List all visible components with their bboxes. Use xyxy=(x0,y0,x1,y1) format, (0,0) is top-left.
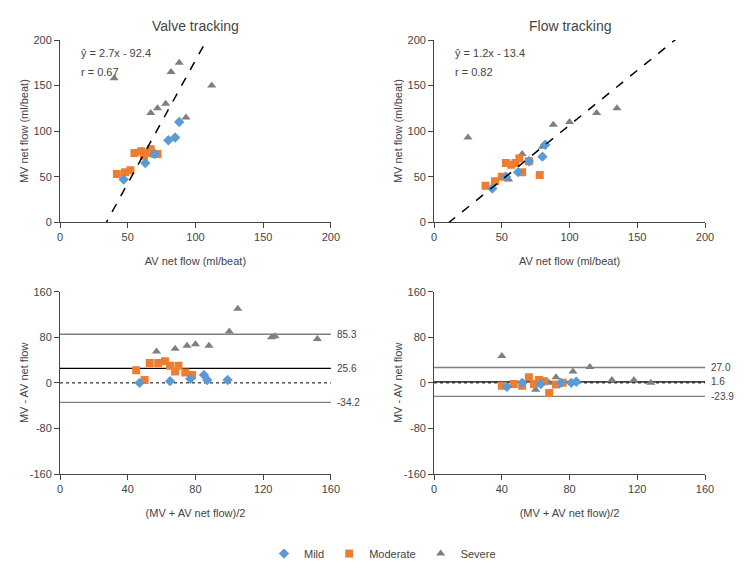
svg-text:0: 0 xyxy=(420,377,426,389)
svg-text:40: 40 xyxy=(496,483,508,495)
svg-text:0: 0 xyxy=(46,216,52,228)
svg-text:Moderate: Moderate xyxy=(369,548,415,560)
svg-text:-80: -80 xyxy=(36,422,52,434)
svg-text:0: 0 xyxy=(431,231,437,243)
svg-text:MV - AV net flow: MV - AV net flow xyxy=(392,343,404,424)
svg-text:150: 150 xyxy=(33,79,51,91)
svg-text:MV net flow (ml/beat): MV net flow (ml/beat) xyxy=(392,79,404,183)
svg-text:0: 0 xyxy=(57,483,63,495)
svg-text:ŷ = 2.7x - 92.4: ŷ = 2.7x - 92.4 xyxy=(81,47,151,59)
svg-text:Severe: Severe xyxy=(461,548,496,560)
svg-text:(MV + AV net flow)/2: (MV + AV net flow)/2 xyxy=(146,507,246,519)
svg-text:80: 80 xyxy=(189,483,201,495)
svg-text:r = 0.67: r = 0.67 xyxy=(81,66,119,78)
svg-text:160: 160 xyxy=(33,286,51,298)
svg-text:-23.9: -23.9 xyxy=(711,391,734,402)
svg-text:ŷ = 1.2x - 13.4: ŷ = 1.2x - 13.4 xyxy=(455,47,525,59)
svg-text:200: 200 xyxy=(696,231,714,243)
svg-text:100: 100 xyxy=(33,125,51,137)
svg-text:-34.2: -34.2 xyxy=(337,397,360,408)
svg-text:1.6: 1.6 xyxy=(711,376,725,387)
svg-text:85.3: 85.3 xyxy=(337,329,357,340)
svg-text:0: 0 xyxy=(431,483,437,495)
svg-text:50: 50 xyxy=(40,171,52,183)
svg-text:-160: -160 xyxy=(30,468,52,480)
svg-text:100: 100 xyxy=(408,125,426,137)
svg-text:AV net flow (ml/beat): AV net flow (ml/beat) xyxy=(519,255,620,267)
svg-text:50: 50 xyxy=(496,231,508,243)
svg-text:50: 50 xyxy=(414,171,426,183)
svg-text:AV net flow (ml/beat): AV net flow (ml/beat) xyxy=(145,255,246,267)
svg-text:-160: -160 xyxy=(404,468,426,480)
svg-text:80: 80 xyxy=(414,331,426,343)
svg-text:120: 120 xyxy=(254,483,272,495)
svg-text:25.6: 25.6 xyxy=(337,363,357,374)
svg-text:r = 0.82: r = 0.82 xyxy=(455,66,493,78)
svg-text:150: 150 xyxy=(408,79,426,91)
svg-text:160: 160 xyxy=(408,286,426,298)
svg-text:100: 100 xyxy=(560,231,578,243)
svg-text:80: 80 xyxy=(40,331,52,343)
svg-text:160: 160 xyxy=(696,483,714,495)
svg-text:100: 100 xyxy=(186,231,204,243)
svg-text:200: 200 xyxy=(408,34,426,46)
svg-text:150: 150 xyxy=(628,231,646,243)
svg-text:Flow tracking: Flow tracking xyxy=(529,18,611,34)
svg-text:MV net flow (ml/beat): MV net flow (ml/beat) xyxy=(18,79,30,183)
svg-text:50: 50 xyxy=(122,231,134,243)
svg-text:200: 200 xyxy=(322,231,340,243)
svg-text:MV - AV net flow: MV - AV net flow xyxy=(18,343,30,424)
svg-text:27.0: 27.0 xyxy=(711,362,731,373)
svg-text:200: 200 xyxy=(33,34,51,46)
svg-text:40: 40 xyxy=(122,483,134,495)
svg-text:120: 120 xyxy=(628,483,646,495)
svg-text:0: 0 xyxy=(420,216,426,228)
svg-text:0: 0 xyxy=(46,377,52,389)
svg-text:-80: -80 xyxy=(410,422,426,434)
svg-text:80: 80 xyxy=(563,483,575,495)
svg-text:Valve tracking: Valve tracking xyxy=(152,18,239,34)
svg-text:0: 0 xyxy=(57,231,63,243)
svg-text:Mild: Mild xyxy=(304,548,324,560)
svg-text:(MV + AV net flow)/2: (MV + AV net flow)/2 xyxy=(520,507,620,519)
svg-text:160: 160 xyxy=(322,483,340,495)
svg-text:150: 150 xyxy=(254,231,272,243)
